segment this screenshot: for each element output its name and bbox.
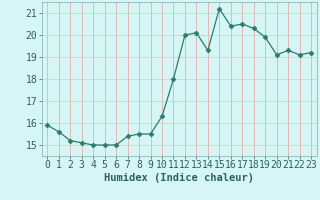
X-axis label: Humidex (Indice chaleur): Humidex (Indice chaleur) [104,173,254,183]
